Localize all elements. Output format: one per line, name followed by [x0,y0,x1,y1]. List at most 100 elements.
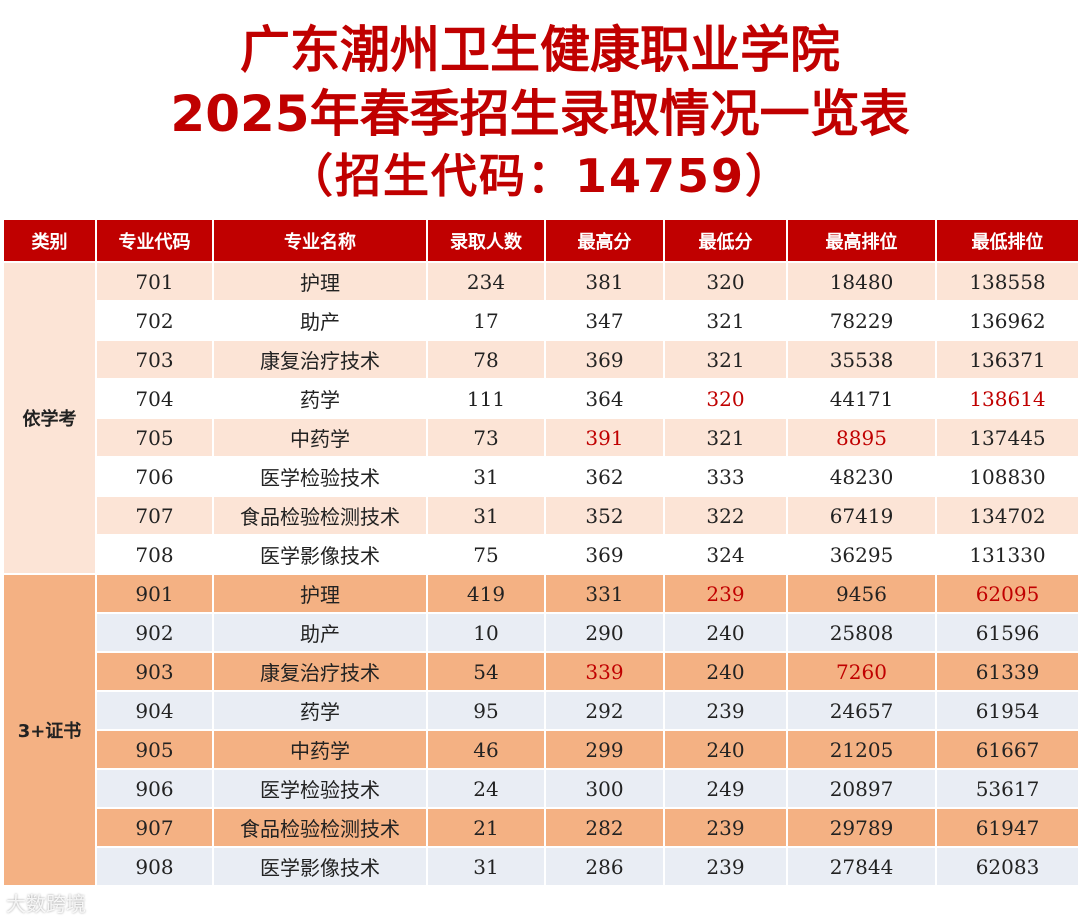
min-score-cell: 239 [663,573,788,614]
table-header-row: 类别 专业代码 专业名称 录取人数 最高分 最低分 最高排位 最低排位 [2,218,1080,263]
column-header-min-score: 最低分 [663,218,788,263]
major-name-cell: 药学 [212,378,428,419]
min-score-cell: 321 [663,417,788,458]
major-code-cell: 703 [95,339,214,380]
major-code-cell: 907 [95,807,214,848]
major-code-cell: 704 [95,378,214,419]
min-rank-cell: 62083 [935,846,1080,887]
table-row: 708 医学影像技术 75 369 324 36295 131330 [3,534,1080,575]
major-code-cell: 705 [95,417,214,458]
major-name-cell: 康复治疗技术 [212,651,428,692]
table-row: 703 康复治疗技术 78 369 321 35538 136371 [3,339,1080,380]
column-header-major-name: 专业名称 [212,218,428,263]
max-score-cell: 364 [544,378,665,419]
table-row: 905 中药学 46 299 240 21205 61667 [3,729,1080,770]
min-rank-cell: 61954 [935,690,1080,731]
major-code-cell: 908 [95,846,214,887]
major-code-cell: 708 [95,534,214,575]
min-score-cell: 240 [663,651,788,692]
min-rank-cell: 136962 [935,300,1080,341]
column-header-max-score: 最高分 [544,218,665,263]
max-rank-cell: 78229 [786,300,937,341]
table-row: 3+证书 901 护理 419 331 239 9456 62095 [2,573,1080,887]
major-name-cell: 食品检验检测技术 [212,807,428,848]
major-name-cell: 医学检验技术 [212,456,428,497]
table-row: 907 食品检验检测技术 21 282 239 29789 61947 [3,807,1080,848]
max-rank-cell: 35538 [786,339,937,380]
max-rank-cell: 21205 [786,729,937,770]
max-rank-cell: 9456 [786,573,937,614]
min-score-cell: 320 [663,261,788,302]
enrollment-code: （招生代码：14759） [286,149,794,203]
max-rank-cell: 8895 [786,417,937,458]
max-score-cell: 300 [544,768,665,809]
min-rank-cell: 138558 [935,261,1080,302]
max-rank-cell: 7260 [786,651,937,692]
major-code-cell: 706 [95,456,214,497]
min-score-cell: 321 [663,339,788,380]
max-score-cell: 290 [544,612,665,653]
max-rank-cell: 27844 [786,846,937,887]
major-name-cell: 中药学 [212,417,428,458]
max-score-cell: 331 [544,573,665,614]
table-row: 902 助产 10 290 240 25808 61596 [3,612,1080,653]
table-row: 依学考 701 护理 234 381 320 18480 138558 [2,261,1080,575]
max-score-cell: 362 [544,456,665,497]
column-header-category: 类别 [2,218,97,263]
min-rank-cell: 137445 [935,417,1080,458]
category-cell: 依学考 [2,261,97,575]
table-row: 707 食品检验检测技术 31 352 322 67419 134702 [3,495,1080,536]
min-score-cell: 240 [663,729,788,770]
max-rank-cell: 29789 [786,807,937,848]
max-rank-cell: 25808 [786,612,937,653]
min-score-cell: 324 [663,534,788,575]
admitted-count-cell: 54 [426,651,546,692]
admitted-count-cell: 21 [426,807,546,848]
admitted-count-cell: 75 [426,534,546,575]
column-header-min-rank: 最低排位 [935,218,1080,263]
major-name-cell: 医学影像技术 [212,534,428,575]
min-score-cell: 249 [663,768,788,809]
min-score-cell: 333 [663,456,788,497]
admitted-count-cell: 17 [426,300,546,341]
min-rank-cell: 134702 [935,495,1080,536]
max-score-cell: 391 [544,417,665,458]
max-rank-cell: 18480 [786,261,937,302]
major-code-cell: 905 [95,729,214,770]
min-rank-cell: 61947 [935,807,1080,848]
max-score-cell: 299 [544,729,665,770]
major-code-cell: 904 [95,690,214,731]
min-score-cell: 322 [663,495,788,536]
major-name-cell: 护理 [212,573,428,614]
min-score-cell: 239 [663,846,788,887]
max-score-cell: 286 [544,846,665,887]
column-header-max-rank: 最高排位 [786,218,937,263]
max-score-cell: 292 [544,690,665,731]
major-name-cell: 医学检验技术 [212,768,428,809]
min-score-cell: 239 [663,807,788,848]
major-name-cell: 助产 [212,300,428,341]
max-rank-cell: 44171 [786,378,937,419]
min-rank-cell: 138614 [935,378,1080,419]
min-rank-cell: 61339 [935,651,1080,692]
major-name-cell: 助产 [212,612,428,653]
table-row: 903 康复治疗技术 54 339 240 7260 61339 [3,651,1080,692]
min-rank-cell: 108830 [935,456,1080,497]
admitted-count-cell: 10 [426,612,546,653]
table-row: 906 医学检验技术 24 300 249 20897 53617 [3,768,1080,809]
major-code-cell: 707 [95,495,214,536]
admitted-count-cell: 419 [426,573,546,614]
major-name-cell: 护理 [212,261,428,302]
max-score-cell: 352 [544,495,665,536]
min-rank-cell: 62095 [935,573,1080,614]
table-body: 依学考 701 护理 234 381 320 18480 138558 702 助产 17 347 32… [2,261,1080,887]
column-header-major-code: 专业代码 [95,218,214,263]
max-score-cell: 381 [544,261,665,302]
max-rank-cell: 48230 [786,456,937,497]
admitted-count-cell: 78 [426,339,546,380]
major-code-cell: 906 [95,768,214,809]
max-score-cell: 347 [544,300,665,341]
min-rank-cell: 61667 [935,729,1080,770]
category-cell: 3+证书 [2,573,97,887]
min-score-cell: 320 [663,378,788,419]
